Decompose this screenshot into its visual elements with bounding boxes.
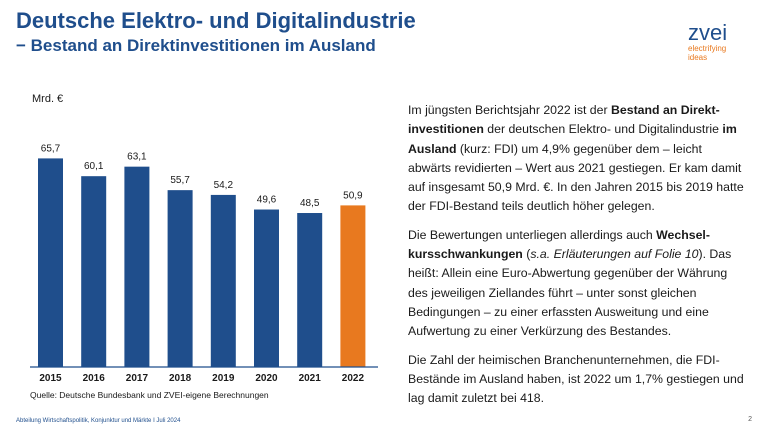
- p2-italic-reference: s.a. Erläuterungen auf Folie 10: [530, 247, 699, 262]
- p1-bold-abroad: im Ausland: [408, 122, 737, 156]
- logo-word: zvei: [688, 20, 728, 45]
- value-label-2020: 49,6: [257, 195, 277, 206]
- category-label-2021: 2021: [299, 373, 322, 384]
- commentary-paragraph-3: Die Zahl der heimischen Branchenunterneh…: [408, 352, 744, 406]
- bar-2017: [124, 166, 150, 367]
- logo-tagline-1: electrifying: [688, 44, 727, 53]
- bar-2022: [340, 205, 366, 367]
- p2-part-c: (: [522, 247, 531, 262]
- category-label-2015: 2015: [39, 373, 62, 384]
- p1-part-a: Im jüngsten Berichtsjahr 2022 ist der: [408, 103, 612, 117]
- category-label-2022: 2022: [342, 373, 365, 384]
- value-label-2016: 60,1: [84, 161, 104, 172]
- commentary-paragraph-2: Die Bewertungen unterliegen allerdings a…: [408, 226, 748, 342]
- category-label-2017: 2017: [126, 373, 149, 384]
- value-labels-group: 65,7 60,1 63,1 55,7 54,2 49,6 48,5 50,9: [41, 143, 363, 209]
- category-label-2016: 2016: [83, 373, 106, 384]
- source-note: Quelle: Deutsche Bundesbank und ZVEI-eig…: [30, 390, 269, 400]
- y-axis-unit-label: Mrd. €: [32, 93, 64, 105]
- category-label-2018: 2018: [169, 373, 192, 384]
- commentary-text: Im jüngsten Berichtsjahr 2022 ist der Be…: [408, 101, 748, 417]
- p2-part-e: ). Das heißt: Allein eine Euro-Abwertung…: [408, 247, 732, 339]
- p1-part-e: (kurz: FDI) um 4,9% gegenüber dem – leic…: [408, 141, 744, 214]
- value-label-2021: 48,5: [300, 198, 320, 209]
- value-label-2018: 55,7: [170, 175, 190, 186]
- slide-title: Deutsche Elektro- und Digitalindustrie: [16, 8, 416, 33]
- page-number: 2: [748, 416, 752, 423]
- zvei-logo: zvei electrifying ideas: [688, 22, 758, 62]
- commentary-paragraph-1: Im jüngsten Berichtsjahr 2022 ist der Be…: [408, 101, 748, 217]
- p2-part-a: Die Bewertungen unterliegen allerdings a…: [408, 227, 657, 242]
- p2-bold-exchange-rate: Wechsel-kursschwankungen: [408, 227, 710, 262]
- bar-2020: [254, 209, 279, 367]
- value-label-2017: 63,1: [127, 152, 147, 163]
- value-label-2015: 65,7: [41, 143, 61, 154]
- category-label-2019: 2019: [212, 373, 235, 384]
- p1-part-c: der deutschen Elektro- und Digitalindust…: [483, 122, 723, 137]
- category-label-2020: 2020: [255, 373, 278, 384]
- footer-text: Abteilung Wirtschaftspolitik, Konjunktur…: [16, 418, 181, 424]
- value-label-2022: 50,9: [343, 190, 363, 201]
- slide-subtitle: − Bestand an Direktinvestitionen im Ausl…: [16, 36, 376, 55]
- p1-bold-fdi-stock: Bestand an Direkt-investitionen: [408, 103, 720, 137]
- value-label-2019: 54,2: [214, 180, 234, 191]
- bar-2021: [297, 213, 323, 367]
- logo-tagline-2: ideas: [688, 53, 708, 62]
- bar-2016: [81, 176, 107, 367]
- bar-2015: [38, 158, 63, 367]
- bar-2018: [167, 190, 193, 367]
- fdi-bar-chart: 65,760,163,155,7 54,249,6 48,550,9 2015 201…: [30, 143, 378, 384]
- bar-2019: [210, 194, 236, 367]
- category-labels-group: 2015 2016 2017 2018 2019 2020 2021 2022: [39, 373, 364, 384]
- bars-group: [38, 158, 366, 367]
